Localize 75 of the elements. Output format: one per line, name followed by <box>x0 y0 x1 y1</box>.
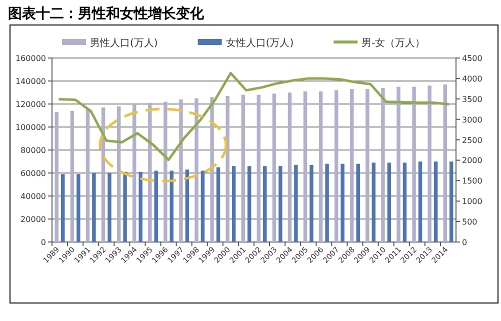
bar <box>92 173 96 242</box>
bar <box>434 162 438 242</box>
bar <box>185 170 190 242</box>
y-tick-label: 0 <box>40 238 46 247</box>
bar <box>232 166 236 242</box>
bar <box>108 173 112 242</box>
bar <box>170 170 174 242</box>
bar <box>350 89 354 242</box>
bar <box>443 84 447 242</box>
bar <box>366 89 370 242</box>
bar <box>179 99 183 242</box>
y2-tick-label: 3000 <box>462 115 482 124</box>
bar <box>381 88 385 242</box>
bar <box>387 162 392 242</box>
bar <box>116 106 121 242</box>
y-tick-label: 20000 <box>20 215 46 224</box>
bar <box>325 164 329 242</box>
bar <box>54 112 59 242</box>
y-tick-label: 140000 <box>15 77 46 86</box>
bar <box>449 162 454 242</box>
bar <box>303 91 308 242</box>
bar <box>61 174 65 242</box>
y2-tick-label: 1000 <box>462 197 482 206</box>
y-tick-label: 60000 <box>20 169 46 178</box>
bar <box>194 98 198 242</box>
bar <box>272 94 276 242</box>
legend-label: 男-女（万人） <box>362 37 426 49</box>
bar <box>340 164 344 242</box>
bar <box>241 94 245 242</box>
bar <box>396 86 400 242</box>
bar <box>86 108 90 242</box>
y2-tick-label: 500 <box>462 218 478 227</box>
y2-tick-label: 4000 <box>462 74 482 84</box>
y2-tick-label: 0 <box>462 238 468 247</box>
y2-tick-label: 1500 <box>462 176 482 186</box>
bar <box>310 164 314 242</box>
bar <box>294 164 298 242</box>
bar <box>138 172 142 242</box>
bar <box>148 102 152 242</box>
y2-tick-label: 2000 <box>462 156 482 166</box>
bar <box>154 170 158 242</box>
y-tick-label: 120000 <box>15 100 46 109</box>
bar <box>402 162 407 242</box>
bar <box>418 162 422 242</box>
y-tick-label: 80000 <box>20 146 46 155</box>
bar <box>132 104 136 242</box>
bar <box>200 170 205 242</box>
bar <box>428 86 432 242</box>
bar <box>70 110 74 242</box>
bar <box>334 90 338 242</box>
y-tick-label: 40000 <box>20 192 46 201</box>
bar <box>256 94 261 242</box>
legend-label: 女性人口(万人) <box>226 37 294 49</box>
bar <box>356 164 360 242</box>
bar <box>216 167 220 242</box>
bar <box>263 166 267 242</box>
bar <box>412 86 416 242</box>
y-tick-label: 160000 <box>15 54 46 63</box>
y2-tick-label: 2500 <box>462 136 482 145</box>
y-tick-label: 100000 <box>15 123 46 132</box>
bar <box>247 166 252 242</box>
bar <box>210 97 214 242</box>
bar <box>372 162 376 242</box>
bar <box>76 174 80 242</box>
bar <box>226 96 230 242</box>
y2-tick-label: 4500 <box>462 54 482 63</box>
chart-title: 图表十二：男性和女性增长变化 <box>8 5 205 21</box>
bar <box>318 91 323 242</box>
bar <box>288 92 292 242</box>
bar <box>164 102 168 242</box>
bar <box>123 172 127 242</box>
y2-tick-label: 3500 <box>462 94 482 104</box>
bar <box>278 166 282 242</box>
line-series <box>58 72 450 162</box>
legend-label: 男性人口(万人) <box>90 37 158 49</box>
